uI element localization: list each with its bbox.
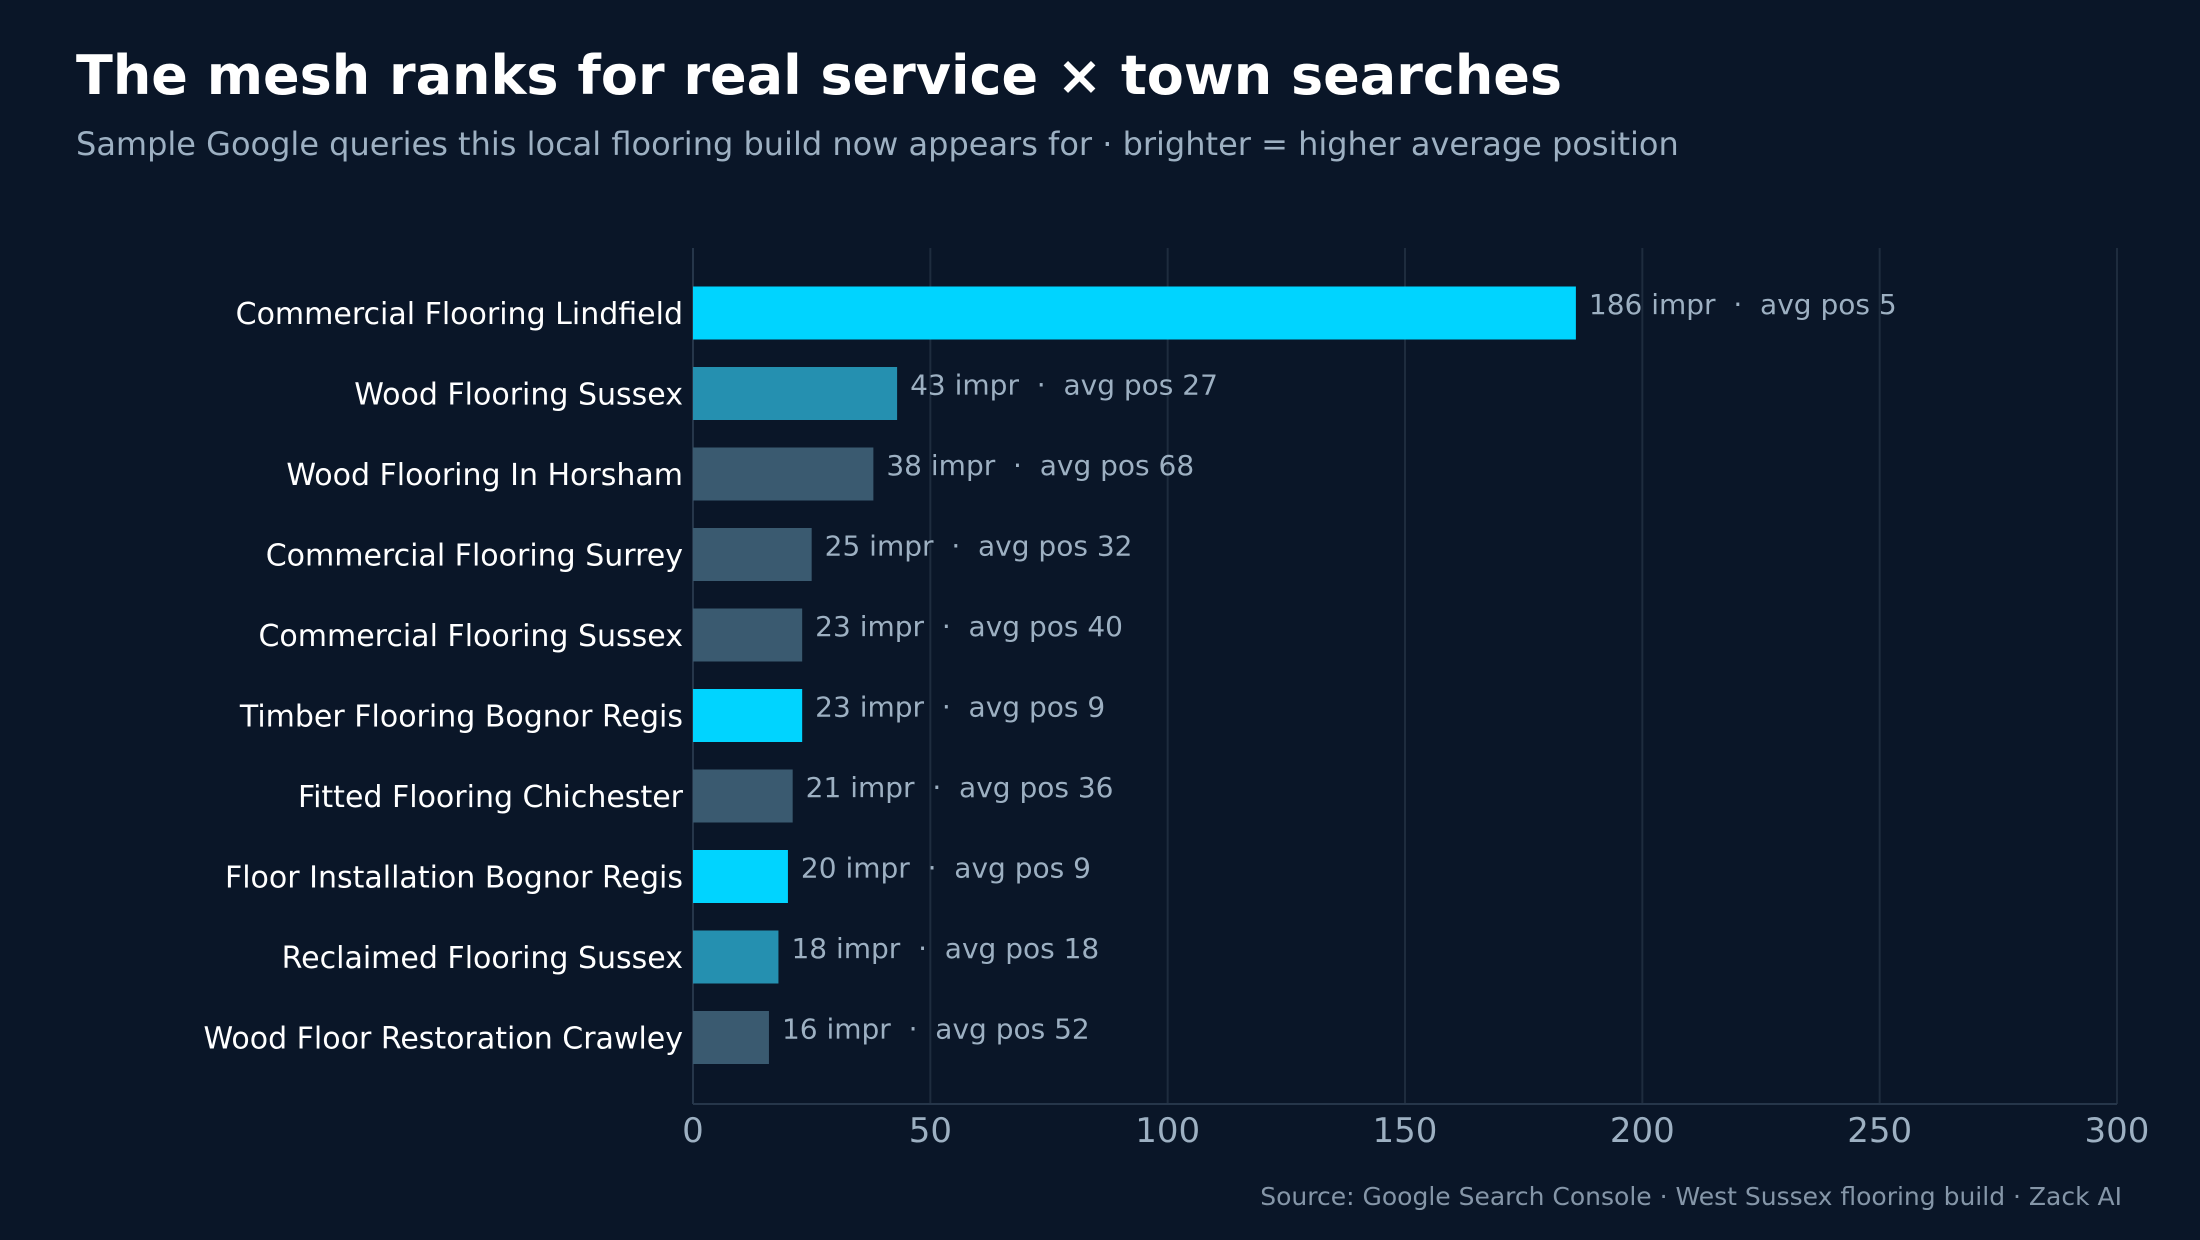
x-axis-ticks: 0 50 100 150 200 250 300 xyxy=(682,1111,2149,1151)
chart-subtitle: Sample Google queries this local floorin… xyxy=(76,125,1679,163)
value-label: 25 impr · avg pos 32 xyxy=(825,530,1133,563)
category-label: Commercial Flooring Sussex xyxy=(258,619,683,654)
grid-lines xyxy=(692,248,2118,1105)
x-tick-label: 150 xyxy=(1373,1111,1438,1151)
bar xyxy=(693,689,803,742)
value-label: 18 impr · avg pos 18 xyxy=(791,932,1099,965)
bar xyxy=(693,1011,769,1064)
category-label: Timber Flooring Bognor Regis xyxy=(239,700,683,735)
bar xyxy=(693,367,898,420)
x-tick-label: 200 xyxy=(1610,1111,1675,1151)
bar xyxy=(693,528,812,581)
category-label: Commercial Flooring Lindfield xyxy=(236,297,683,332)
bar xyxy=(693,447,874,501)
value-label: 21 impr · avg pos 36 xyxy=(806,771,1114,804)
bar xyxy=(693,608,803,662)
category-label: Wood Floor Restoration Crawley xyxy=(203,1022,683,1057)
category-label: Reclaimed Flooring Sussex xyxy=(282,941,683,976)
category-labels: Commercial Flooring Lindfield Wood Floori… xyxy=(203,297,683,1057)
source-note: Source: Google Search Console · West Sus… xyxy=(1260,1182,2122,1211)
value-label: 43 impr · avg pos 27 xyxy=(910,369,1218,402)
x-tick-label: 50 xyxy=(909,1111,952,1151)
value-label: 38 impr · avg pos 68 xyxy=(886,449,1194,482)
value-label: 16 impr · avg pos 52 xyxy=(782,1013,1090,1046)
value-label: 186 impr · avg pos 5 xyxy=(1589,288,1897,321)
bar xyxy=(693,850,788,903)
value-label: 20 impr · avg pos 9 xyxy=(801,852,1091,885)
category-label: Wood Flooring Sussex xyxy=(354,378,683,413)
category-label: Wood Flooring In Horsham xyxy=(286,458,683,493)
x-tick-label: 0 xyxy=(682,1111,704,1151)
value-labels: 186 impr · avg pos 5 43 impr · avg pos 27… xyxy=(782,288,1897,1046)
bars xyxy=(693,286,1576,1064)
value-label: 23 impr · avg pos 9 xyxy=(815,691,1105,724)
x-tick-label: 250 xyxy=(1847,1111,1912,1151)
x-tick-label: 300 xyxy=(2085,1111,2150,1151)
category-label: Fitted Flooring Chichester xyxy=(298,780,684,815)
bar xyxy=(693,930,779,984)
category-label: Floor Installation Bognor Regis xyxy=(225,861,683,896)
value-label: 23 impr · avg pos 40 xyxy=(815,610,1123,643)
x-tick-label: 100 xyxy=(1135,1111,1200,1151)
bar xyxy=(693,286,1576,340)
category-label: Commercial Flooring Surrey xyxy=(266,539,683,574)
chart-title: The mesh ranks for real service × town s… xyxy=(76,44,1563,107)
bar xyxy=(693,769,793,823)
